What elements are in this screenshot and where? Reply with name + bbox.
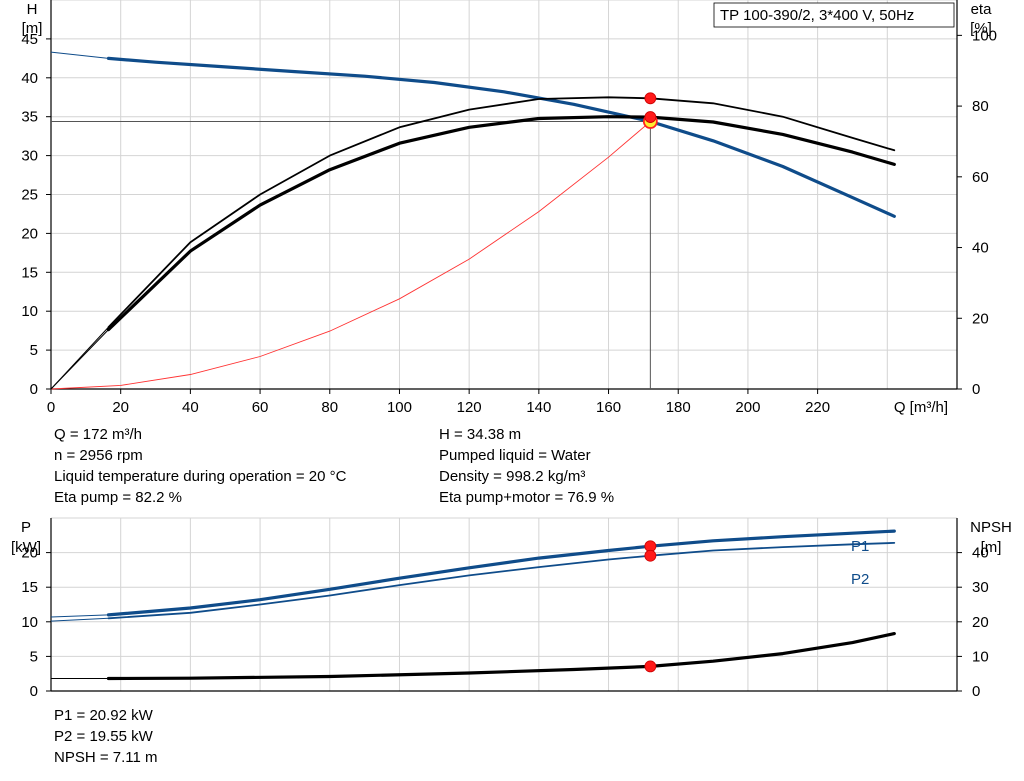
p-tick-label: 20 <box>21 545 38 562</box>
npsh-tick-label: 0 <box>972 683 980 700</box>
h-tick-label: 20 <box>21 225 38 242</box>
eta-axis-title: eta <box>971 1 993 18</box>
npsh-tick-label: 40 <box>972 545 989 562</box>
h-tick-label: 30 <box>21 148 38 165</box>
duty-point-npsh-marker <box>644 660 657 673</box>
x-tick-label: 200 <box>735 399 760 416</box>
chart-title: TP 100-390/2, 3*400 V, 50Hz <box>720 7 914 24</box>
p-axis-unit: [kW] <box>11 539 41 556</box>
p2-curve <box>107 542 896 620</box>
info-eta-pump: Eta pump = 82.2 % <box>54 489 182 506</box>
eta-tick-label: 60 <box>972 169 989 186</box>
p2-series-label: P2 <box>851 571 869 588</box>
eta-pump-motor-curve <box>106 115 896 332</box>
x-tick-label: 60 <box>252 399 269 416</box>
x-tick-label: 140 <box>526 399 551 416</box>
h-tick-label: 5 <box>30 342 38 359</box>
eta-tick-label: 100 <box>972 27 997 44</box>
x-tick-label: 40 <box>182 399 199 416</box>
p2-curve-start-segment <box>50 617 109 622</box>
eta-axis-unit: [%] <box>970 20 992 37</box>
x-tick-label: 160 <box>596 399 621 416</box>
h-tick-label: 15 <box>21 264 38 281</box>
npsh-curve <box>106 632 896 681</box>
duty-point-eta-pump-motor-marker <box>644 111 657 123</box>
info-eta-pump-motor: Eta pump+motor = 76.9 % <box>439 489 615 506</box>
p-tick-label: 10 <box>21 614 38 631</box>
eta-tick-label: 20 <box>972 310 989 327</box>
x-tick-label: 120 <box>457 399 482 416</box>
h-tick-label: 10 <box>21 303 38 320</box>
p1-curve <box>106 529 896 617</box>
eta-tick-label: 80 <box>972 98 989 115</box>
npsh-axis-title: NPSH <box>970 519 1012 536</box>
duty-point-eta-pump-marker <box>644 92 657 105</box>
x-tick-label: 180 <box>666 399 691 416</box>
h-tick-label: 40 <box>21 70 38 87</box>
h-curve-start-segment <box>50 51 109 59</box>
eta-tick-label: 0 <box>972 381 980 398</box>
h-axis-title: H <box>27 1 38 18</box>
info-density: Density = 998.2 kg/m³ <box>439 468 586 485</box>
info-flow: Q = 172 m³/h <box>54 426 142 443</box>
system-curve <box>50 121 651 390</box>
info-block-bottom: P1 = 20.92 kW P2 = 19.55 kW NPSH = 7.11 … <box>54 705 158 768</box>
p1-series-label: P1 <box>851 538 869 555</box>
info-p2: P2 = 19.55 kW <box>54 728 153 745</box>
h-curve <box>106 56 896 218</box>
npsh-axis-unit: [m] <box>981 539 1002 556</box>
q-axis-title: Q [m³/h] <box>894 399 948 416</box>
info-pumped-liquid: Pumped liquid = Water <box>439 447 591 464</box>
info-speed: n = 2956 rpm <box>54 447 143 464</box>
x-tick-label: 100 <box>387 399 412 416</box>
info-block-left: Q = 172 m³/h n = 2956 rpm Liquid tempera… <box>54 424 346 508</box>
info-npsh: NPSH = 7.11 m <box>54 749 158 766</box>
x-tick-label: 80 <box>321 399 338 416</box>
h-tick-label: 25 <box>21 187 38 204</box>
info-block-right: H = 34.38 m Pumped liquid = Water Densit… <box>439 424 614 508</box>
eta-pump-motor-curve-start-segment <box>50 329 109 390</box>
title-box <box>713 2 955 28</box>
p-axis-title: P <box>21 519 31 536</box>
info-liquid-temperature: Liquid temperature during operation = 20… <box>54 468 347 485</box>
duty-point-p2-marker <box>644 549 657 562</box>
npsh-tick-label: 20 <box>972 614 989 631</box>
h-axis-unit: [m] <box>22 20 43 37</box>
npsh-tick-label: 30 <box>972 579 989 596</box>
eta-tick-label: 40 <box>972 240 989 257</box>
p-tick-label: 0 <box>30 683 38 700</box>
p-tick-label: 5 <box>30 648 38 665</box>
eta-pump-curve <box>107 96 896 328</box>
p-tick-label: 15 <box>21 579 38 596</box>
x-tick-label: 220 <box>805 399 830 416</box>
info-head: H = 34.38 m <box>439 426 522 443</box>
p1-curve-start-segment <box>50 614 109 618</box>
x-tick-label: 20 <box>112 399 129 416</box>
npsh-tick-label: 10 <box>972 648 989 665</box>
h-tick-label: 45 <box>21 31 38 48</box>
info-p1: P1 = 20.92 kW <box>54 707 153 724</box>
h-tick-label: 0 <box>30 381 38 398</box>
x-tick-label: 0 <box>47 399 55 416</box>
h-tick-label: 35 <box>21 109 38 126</box>
